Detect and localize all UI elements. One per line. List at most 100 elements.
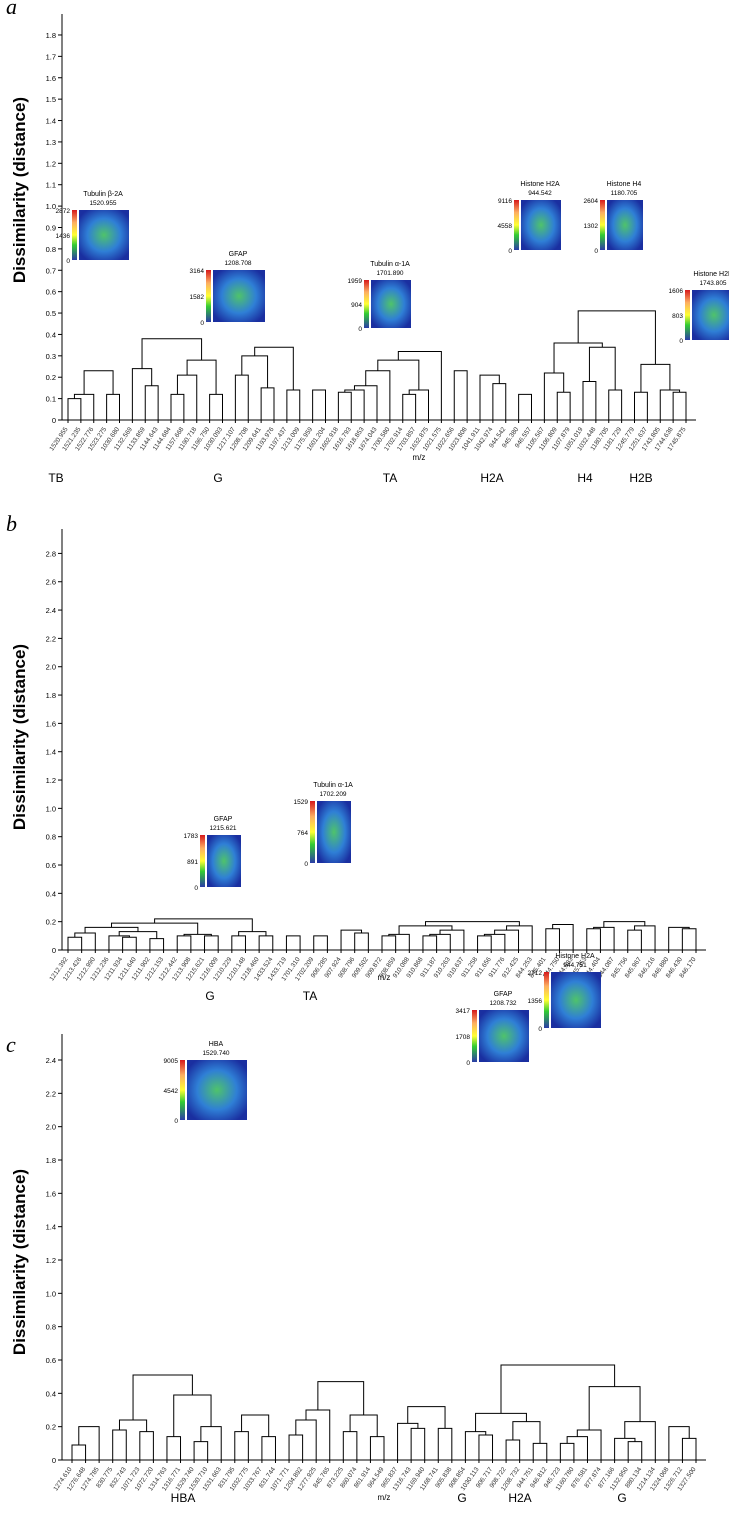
dendrogram-link bbox=[681, 928, 697, 950]
colorbar-tick: 0 bbox=[594, 248, 598, 255]
colorbar-tick: 1436 bbox=[56, 233, 71, 240]
dendrogram-link bbox=[634, 391, 648, 420]
colorbar-tick: 1302 bbox=[584, 223, 599, 230]
dendrogram-link bbox=[475, 1412, 527, 1432]
dendrogram-link bbox=[422, 935, 438, 950]
dendrogram-link bbox=[353, 385, 378, 420]
dendrogram-link bbox=[397, 351, 442, 420]
dendrogram-link bbox=[141, 338, 203, 369]
ion-image bbox=[213, 270, 265, 322]
y-tick-label: 2.0 bbox=[46, 663, 56, 672]
cluster-label: HBA bbox=[171, 1491, 196, 1505]
dendrogram-link bbox=[170, 393, 185, 420]
inset-title: Histone H4 bbox=[607, 181, 642, 188]
y-tick-label: 0 bbox=[52, 1456, 56, 1465]
y-tick-label: 1.6 bbox=[46, 719, 56, 728]
colorbar bbox=[685, 290, 690, 340]
y-tick-label: 0.6 bbox=[46, 288, 56, 297]
dendrogram-link bbox=[532, 1442, 548, 1460]
y-tick-label: 2.4 bbox=[46, 606, 56, 615]
colorbar-tick: 1783 bbox=[184, 833, 199, 840]
dendrogram-link bbox=[672, 391, 687, 420]
ion-image-inset: Histone H2B 1743.805 1606 803 0 bbox=[669, 271, 729, 345]
ion-image bbox=[371, 280, 411, 328]
dendrogram-link bbox=[543, 372, 565, 420]
inset-mz: 944.542 bbox=[528, 190, 552, 197]
dendrogram-link bbox=[176, 374, 198, 420]
y-tick-label: 1.1 bbox=[46, 181, 56, 190]
dendrogram-link bbox=[559, 1442, 575, 1460]
dendrogram-link bbox=[668, 926, 690, 950]
colorbar-tick: 1356 bbox=[528, 998, 543, 1005]
y-tick-label: 0.8 bbox=[46, 833, 56, 842]
y-tick-label: 1.4 bbox=[46, 117, 56, 126]
dendrogram-link bbox=[340, 929, 363, 950]
y-tick-label: 0.2 bbox=[46, 918, 56, 927]
dendrogram-link bbox=[681, 1437, 697, 1460]
dendrogram-links bbox=[67, 310, 687, 420]
inset-title: Tubulin β-2A bbox=[83, 191, 123, 198]
dendrogram-link bbox=[377, 359, 420, 391]
panel-b: b Dissimilarity (distance) 0 0.2 0.4 0.6 0.8… bbox=[0, 495, 729, 1020]
ion-image-inset: Histone H4 1180.705 2604 1302 0 bbox=[584, 181, 643, 255]
dendrogram-link bbox=[603, 921, 646, 928]
dendrogram-link bbox=[397, 1422, 419, 1460]
dendrogram-link bbox=[640, 363, 671, 393]
panel-c: c Dissimilarity (distance) 0 0.2 0.4 0.6 0.8… bbox=[0, 953, 729, 1526]
colorbar bbox=[600, 200, 605, 250]
y-tick-label: 1.0 bbox=[46, 202, 56, 211]
y-tick-label: 0.3 bbox=[46, 352, 56, 361]
y-tick-label: 0.8 bbox=[46, 1323, 56, 1332]
y-tick-label: 0.5 bbox=[46, 309, 56, 318]
y-tick-label: 2.0 bbox=[46, 1123, 56, 1132]
colorbar-tick: 0 bbox=[174, 1118, 178, 1125]
dendrogram-link bbox=[144, 385, 159, 420]
y-tick-label: 0.4 bbox=[46, 1389, 56, 1398]
dendrogram-link bbox=[112, 1429, 127, 1460]
colorbar bbox=[180, 1060, 185, 1120]
dendrogram-link bbox=[659, 389, 681, 420]
y-tick-label: 2.2 bbox=[46, 634, 56, 643]
dendrogram-link bbox=[131, 368, 153, 420]
dendrogram-link bbox=[122, 936, 137, 950]
dendrogram-c: 00.20.40.60.81.01.21.41.61.82.02.22.4127… bbox=[46, 953, 706, 1505]
dendrogram-link bbox=[492, 383, 507, 420]
cluster-label: H2A bbox=[508, 1491, 531, 1505]
y-tick-label: 1.2 bbox=[46, 1256, 56, 1265]
dendrogram-link bbox=[439, 929, 465, 950]
dendrogram-link bbox=[577, 310, 656, 365]
cluster-label: G bbox=[617, 1491, 626, 1505]
colorbar-tick: 764 bbox=[297, 830, 308, 837]
colorbar-tick: 904 bbox=[351, 302, 362, 309]
ion-image-inset: GFAP 1208.732 3417 1708 0 bbox=[456, 991, 529, 1067]
dendrogram-link bbox=[453, 370, 468, 420]
x-axis-label: m/z bbox=[378, 1493, 391, 1502]
colorbar-tick: 0 bbox=[538, 1026, 542, 1033]
dendrogram-link bbox=[349, 1414, 378, 1437]
colorbar-tick: 0 bbox=[200, 320, 204, 327]
dendrogram-link bbox=[593, 926, 615, 950]
y-tick-label: 1.4 bbox=[46, 1223, 56, 1232]
colorbar-tick: 0 bbox=[66, 258, 70, 265]
cluster-label: TA bbox=[383, 471, 397, 485]
colorbar-tick: 0 bbox=[358, 326, 362, 333]
dendrogram-link bbox=[429, 933, 451, 950]
dendrogram-link bbox=[286, 389, 301, 420]
ion-image-inset: GFAP 1208.708 3164 1582 0 bbox=[190, 251, 265, 327]
colorbar-tick: 9005 bbox=[164, 1058, 179, 1065]
colorbar-tick: 1529 bbox=[294, 799, 309, 806]
y-tick-label: 1.3 bbox=[46, 138, 56, 147]
colorbar bbox=[364, 280, 369, 328]
dendrogram-link bbox=[258, 935, 274, 950]
inset-title: Tubulin α-1A bbox=[370, 261, 410, 268]
dendrogram-link bbox=[407, 1406, 446, 1429]
dendrogram-b: 0 0.2 0.4 0.6 0.8 1.0 1.2 1.4 1.6 1.8 2.0 2.2 2.4 2.6… bbox=[46, 529, 706, 1003]
y-tick-label: 2.2 bbox=[46, 1089, 56, 1098]
y-tick-label: 1.4 bbox=[46, 748, 56, 757]
colorbar bbox=[206, 270, 211, 322]
dendrogram-link bbox=[241, 1414, 270, 1437]
y-tick-label: 1.0 bbox=[46, 804, 56, 813]
y-tick-label: 1.8 bbox=[46, 691, 56, 700]
dendrogram-link bbox=[464, 1431, 487, 1460]
colorbar bbox=[544, 972, 549, 1028]
